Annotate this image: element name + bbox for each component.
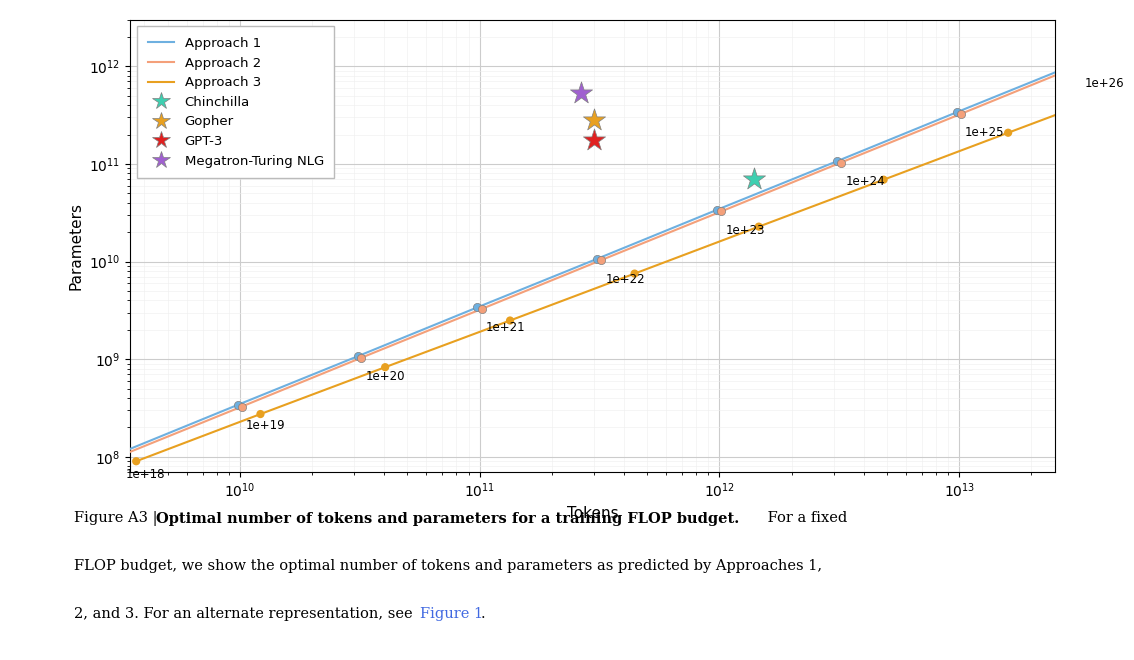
Point: [745, 174, 763, 184]
Point: [376, 362, 395, 372]
Text: FLOP budget, we show the optimal number of tokens and parameters as predicted by: FLOP budget, we show the optimal number …: [74, 559, 822, 573]
Point: [127, 456, 145, 467]
Point: [999, 127, 1017, 138]
Text: Figure 1: Figure 1: [420, 607, 483, 620]
Point: [828, 156, 846, 166]
Point: [750, 221, 768, 232]
Text: 1e+23: 1e+23: [726, 224, 764, 237]
Point: [468, 302, 486, 313]
Point: [109, 449, 127, 459]
Point: [831, 158, 849, 168]
Point: [874, 174, 892, 185]
Point: [229, 399, 247, 410]
Point: [626, 269, 644, 279]
Text: .: .: [481, 607, 485, 620]
Point: [948, 107, 966, 117]
Text: Figure A3 |: Figure A3 |: [74, 512, 162, 527]
Text: 1e+22: 1e+22: [606, 273, 645, 286]
Text: 1e+21: 1e+21: [485, 321, 525, 334]
Point: [712, 206, 730, 216]
Point: [585, 135, 603, 146]
Text: 2, and 3. For an alternate representation, see: 2, and 3. For an alternate representatio…: [74, 607, 417, 620]
Point: [953, 108, 971, 119]
Text: Optimal number of tokens and parameters for a training FLOP budget.: Optimal number of tokens and parameters …: [156, 512, 739, 525]
Y-axis label: Parameters: Parameters: [69, 202, 84, 290]
Text: 1e+20: 1e+20: [365, 370, 405, 383]
Point: [1068, 58, 1086, 69]
Point: [348, 351, 366, 362]
Text: 1e+26: 1e+26: [1085, 77, 1125, 90]
Text: 1e+24: 1e+24: [845, 175, 885, 188]
Point: [232, 401, 251, 412]
Text: 1e+25: 1e+25: [965, 126, 1005, 139]
Text: 1e+18: 1e+18: [126, 468, 166, 481]
Point: [585, 115, 603, 125]
Text: 1e+19: 1e+19: [246, 419, 286, 432]
Point: [473, 304, 491, 314]
Point: [572, 88, 590, 98]
Point: [1072, 60, 1090, 71]
Legend: Approach 1, Approach 2, Approach 3, Chinchilla, Gopher, GPT-3, Megatron-Turing N: Approach 1, Approach 2, Approach 3, Chin…: [137, 26, 335, 178]
Point: [501, 315, 519, 326]
Point: [709, 205, 727, 215]
Point: [592, 255, 610, 265]
Point: [1124, 81, 1134, 91]
Point: [252, 409, 270, 419]
X-axis label: Tokens: Tokens: [567, 506, 618, 521]
Point: [112, 450, 130, 461]
Point: [352, 352, 370, 363]
Point: [589, 253, 607, 264]
Text: For a fixed: For a fixed: [763, 512, 847, 525]
